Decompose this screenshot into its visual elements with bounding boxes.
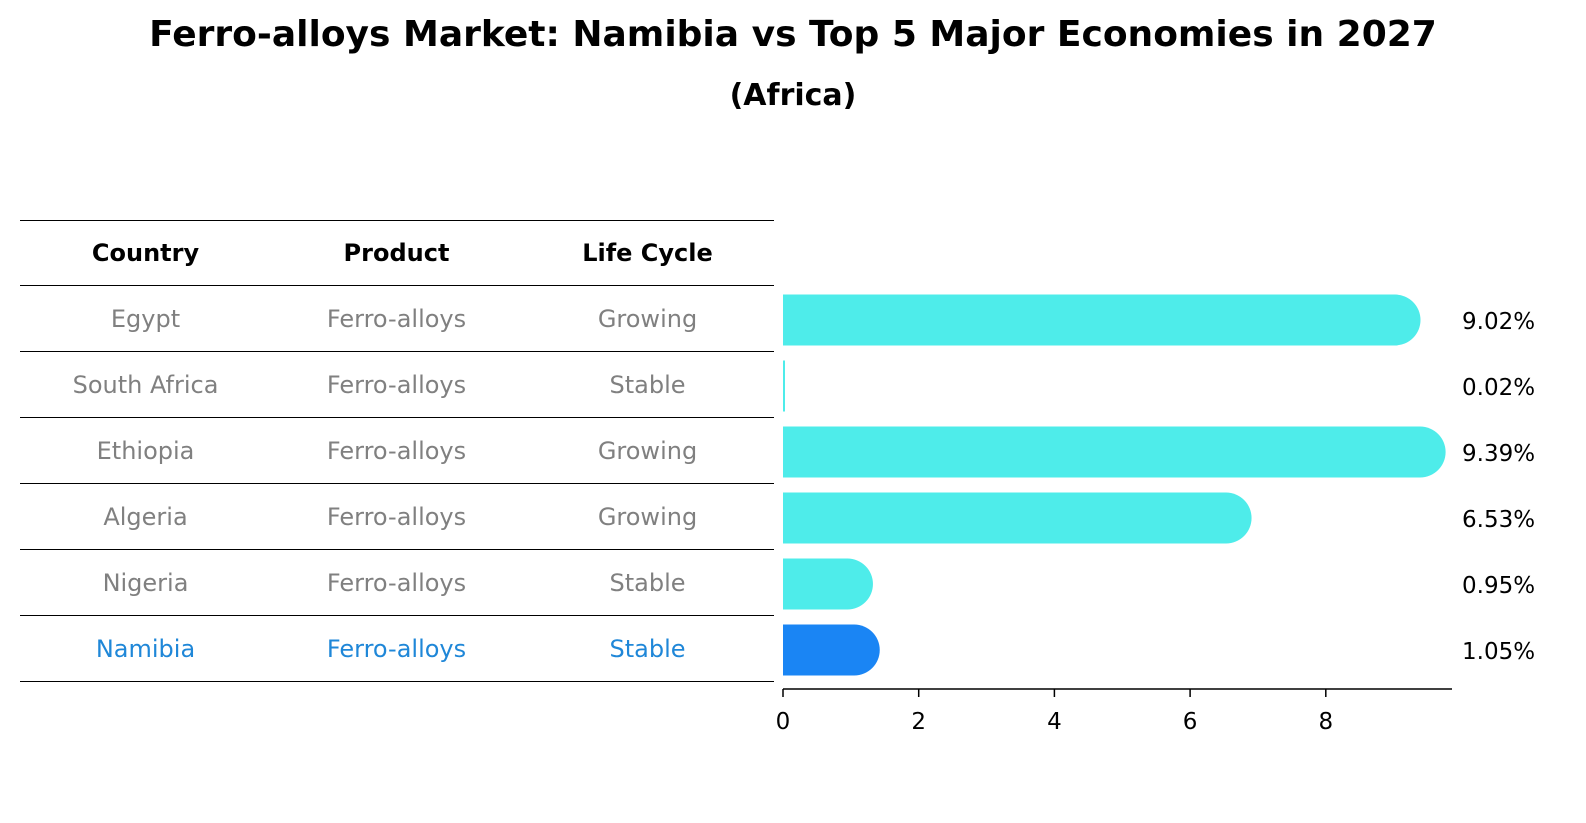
cell-country: Nigeria xyxy=(102,568,189,597)
cell-life-cycle: Stable xyxy=(609,568,686,597)
cell-product: Ferro-alloys xyxy=(326,568,467,597)
value-label: 1.05% xyxy=(1462,639,1535,665)
cell-life-cycle: Growing xyxy=(597,502,698,531)
cell-country: Ethiopia xyxy=(96,436,195,465)
header-life-cycle: Life Cycle xyxy=(582,239,713,267)
table-row: Ethiopia Ferro-alloys Growing xyxy=(20,418,774,484)
table-row-highlighted: Namibia Ferro-alloys Stable xyxy=(20,616,774,682)
x-tick-label: 2 xyxy=(911,709,926,735)
header-country: Country xyxy=(91,239,200,267)
cell-product: Ferro-alloys xyxy=(326,304,467,333)
value-label: 9.39% xyxy=(1462,441,1535,467)
bar-algeria xyxy=(783,492,1252,544)
header-product: Product xyxy=(343,239,450,267)
value-label: 9.02% xyxy=(1462,309,1535,335)
x-tick-label: 6 xyxy=(1183,709,1198,735)
cell-product: Ferro-alloys xyxy=(326,370,467,399)
cell-product: Ferro-alloys xyxy=(326,436,467,465)
bar-namibia xyxy=(783,624,880,676)
table-row: Nigeria Ferro-alloys Stable xyxy=(20,550,774,616)
x-tick-label: 0 xyxy=(776,709,791,735)
cell-country: South Africa xyxy=(72,370,219,399)
chart-subtitle: (Africa) xyxy=(729,78,857,113)
table-row: South Africa Ferro-alloys Stable xyxy=(20,352,774,418)
bar-ethiopia xyxy=(783,426,1446,478)
cell-life-cycle: Growing xyxy=(597,304,698,333)
table-row: Algeria Ferro-alloys Growing xyxy=(20,484,774,550)
cell-life-cycle: Stable xyxy=(609,370,686,399)
cell-life-cycle: Stable xyxy=(609,634,686,663)
cell-product: Ferro-alloys xyxy=(326,634,467,663)
cell-product: Ferro-alloys xyxy=(326,502,467,531)
cell-country: Algeria xyxy=(103,502,188,531)
table-header-row: Country Product Life Cycle xyxy=(20,220,774,286)
x-tick-label: 8 xyxy=(1318,709,1333,735)
cell-country: Egypt xyxy=(110,304,181,333)
table-row: Egypt Ferro-alloys Growing xyxy=(20,286,774,352)
bar-nigeria xyxy=(783,558,873,610)
chart-title: Ferro-alloys Market: Namibia vs Top 5 Ma… xyxy=(149,14,1437,55)
country-table: Country Product Life Cycle Egypt Ferro-a… xyxy=(20,220,774,682)
value-label: 6.53% xyxy=(1462,507,1535,533)
value-label: 0.95% xyxy=(1462,573,1535,599)
value-label: 0.02% xyxy=(1462,375,1535,401)
bar-south-africa xyxy=(783,360,785,412)
x-tick-label: 4 xyxy=(1047,709,1062,735)
cell-country: Namibia xyxy=(95,634,196,663)
cell-life-cycle: Growing xyxy=(597,436,698,465)
bar-egypt xyxy=(783,294,1421,346)
